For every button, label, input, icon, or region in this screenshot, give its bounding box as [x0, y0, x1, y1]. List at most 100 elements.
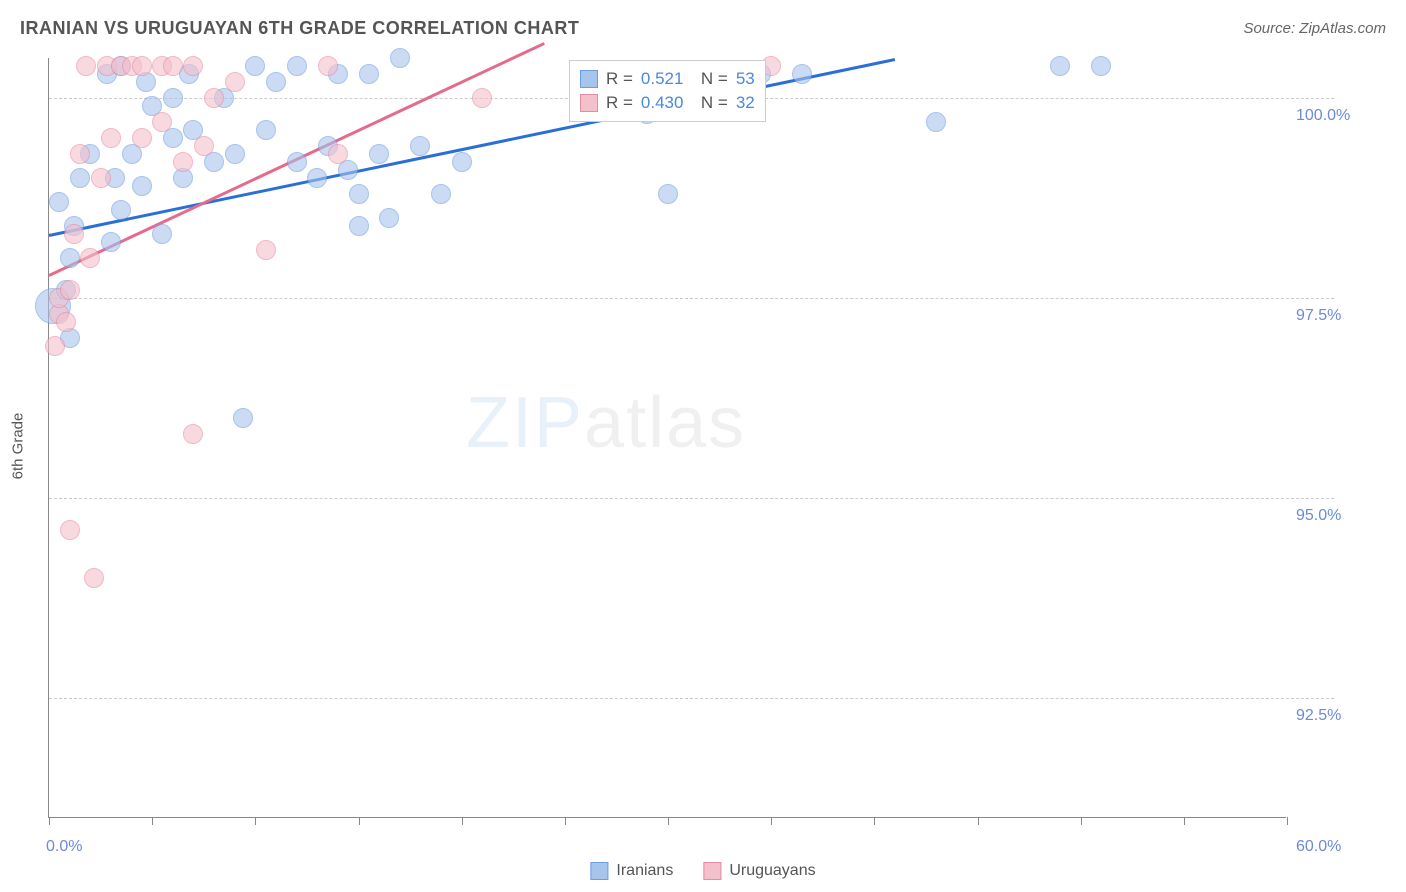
scatter-point	[256, 120, 276, 140]
scatter-point	[204, 88, 224, 108]
correlation-row: R = 0.430 N = 32	[580, 91, 755, 115]
scatter-point	[152, 224, 172, 244]
scatter-point	[80, 248, 100, 268]
scatter-point	[369, 144, 389, 164]
r-value: 0.521	[641, 69, 684, 89]
r-label: R =	[606, 69, 633, 89]
scatter-point	[60, 280, 80, 300]
gridline	[49, 698, 1334, 699]
scatter-point	[390, 48, 410, 68]
scatter-point	[328, 144, 348, 164]
scatter-point	[45, 336, 65, 356]
scatter-point	[792, 64, 812, 84]
n-label: N =	[691, 93, 727, 113]
scatter-point	[132, 128, 152, 148]
x-tick	[668, 817, 669, 825]
scatter-point	[64, 224, 84, 244]
scatter-point	[225, 72, 245, 92]
scatter-point	[183, 424, 203, 444]
scatter-point	[91, 168, 111, 188]
correlation-row: R = 0.521 N = 53	[580, 67, 755, 91]
scatter-point	[379, 208, 399, 228]
scatter-point	[163, 88, 183, 108]
scatter-point	[472, 88, 492, 108]
scatter-point	[287, 152, 307, 172]
scatter-point	[926, 112, 946, 132]
legend-swatch	[580, 70, 598, 88]
scatter-point	[349, 184, 369, 204]
chart-plot-area: ZIPatlas 100.0%97.5%95.0%92.5%R = 0.521 …	[48, 58, 1286, 818]
scatter-point	[658, 184, 678, 204]
scatter-point	[194, 136, 214, 156]
scatter-point	[233, 408, 253, 428]
chart-title: IRANIAN VS URUGUAYAN 6TH GRADE CORRELATI…	[20, 18, 579, 39]
n-value: 53	[736, 69, 755, 89]
legend-swatch	[590, 862, 608, 880]
scatter-point	[84, 568, 104, 588]
x-tick	[462, 817, 463, 825]
x-tick	[255, 817, 256, 825]
legend-swatch	[580, 94, 598, 112]
watermark-atlas: atlas	[584, 383, 746, 463]
x-tick	[978, 817, 979, 825]
scatter-point	[152, 112, 172, 132]
legend-item: Uruguayans	[703, 862, 815, 880]
x-tick	[565, 817, 566, 825]
scatter-point	[452, 152, 472, 172]
y-tick-label: 95.0%	[1296, 507, 1396, 525]
y-tick-label: 100.0%	[1296, 107, 1396, 125]
legend-label: Uruguayans	[729, 862, 815, 880]
legend-label: Iranians	[616, 862, 673, 880]
gridline	[49, 298, 1334, 299]
watermark-zip: ZIP	[466, 383, 584, 463]
r-value: 0.430	[641, 93, 684, 113]
x-tick	[771, 817, 772, 825]
scatter-point	[101, 128, 121, 148]
gridline	[49, 498, 1334, 499]
scatter-point	[349, 216, 369, 236]
scatter-point	[183, 56, 203, 76]
source-label: Source: ZipAtlas.com	[1243, 20, 1386, 37]
chart-header: IRANIAN VS URUGUAYAN 6TH GRADE CORRELATI…	[20, 18, 1386, 39]
y-tick-label: 97.5%	[1296, 307, 1396, 325]
n-label: N =	[691, 69, 727, 89]
x-tick	[1184, 817, 1185, 825]
legend-bottom: Iranians Uruguayans	[590, 862, 815, 880]
correlation-legend: R = 0.521 N = 53R = 0.430 N = 32	[569, 60, 766, 122]
scatter-point	[256, 240, 276, 260]
x-tick	[359, 817, 360, 825]
scatter-point	[1091, 56, 1111, 76]
r-label: R =	[606, 93, 633, 113]
scatter-point	[225, 144, 245, 164]
scatter-point	[70, 144, 90, 164]
x-tick	[1081, 817, 1082, 825]
scatter-point	[49, 192, 69, 212]
x-tick	[49, 817, 50, 825]
y-tick-label: 92.5%	[1296, 707, 1396, 725]
scatter-point	[318, 56, 338, 76]
watermark: ZIPatlas	[466, 382, 746, 464]
y-axis-label: 6th Grade	[10, 413, 27, 480]
scatter-point	[56, 312, 76, 332]
scatter-point	[60, 520, 80, 540]
scatter-point	[1050, 56, 1070, 76]
scatter-point	[60, 248, 80, 268]
scatter-point	[70, 168, 90, 188]
scatter-point	[410, 136, 430, 156]
scatter-point	[287, 56, 307, 76]
scatter-point	[101, 232, 121, 252]
x-axis-min-label: 0.0%	[46, 838, 82, 856]
x-tick	[874, 817, 875, 825]
scatter-point	[111, 200, 131, 220]
scatter-point	[245, 56, 265, 76]
x-axis-max-label: 60.0%	[1296, 838, 1341, 856]
scatter-point	[163, 56, 183, 76]
legend-swatch	[703, 862, 721, 880]
scatter-point	[173, 152, 193, 172]
scatter-point	[76, 56, 96, 76]
scatter-point	[359, 64, 379, 84]
scatter-point	[132, 176, 152, 196]
legend-item: Iranians	[590, 862, 673, 880]
scatter-point	[431, 184, 451, 204]
scatter-point	[307, 168, 327, 188]
